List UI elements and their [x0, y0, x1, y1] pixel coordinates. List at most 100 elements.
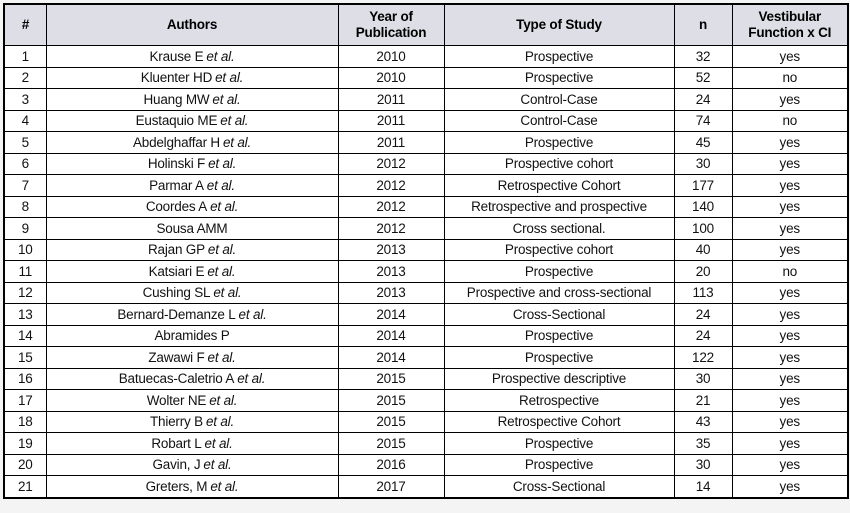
cell-study-type: Prospective: [443, 324, 675, 347]
author-name: Holinski F: [147, 156, 206, 171]
cell-study-type: Prospective: [443, 131, 675, 154]
cell-study-type: Prospective and cross-sectional: [443, 281, 675, 304]
cell-study-type: Prospective: [443, 346, 675, 369]
cell-vestibular: yes: [731, 152, 849, 175]
cell-year: 2011: [337, 88, 445, 111]
cell-year: 2014: [337, 324, 445, 347]
cell-year: 2015: [337, 389, 445, 412]
cell-year: 2015: [337, 410, 445, 433]
author-name: Katsiari E: [148, 263, 205, 279]
author-name: Cushing SL: [142, 285, 211, 300]
table-row: 17 Wolter NE et al. 2015 Retrospective 21 yes: [3, 389, 849, 412]
cell-vestibular: yes: [731, 174, 849, 197]
cell-vestibular: yes: [731, 432, 849, 455]
cell-year: 2015: [337, 432, 445, 455]
cell-year: 2016: [337, 453, 445, 476]
cell-index: 12: [3, 281, 47, 304]
author-etal: et al.: [210, 478, 239, 494]
author-etal: et al.: [208, 156, 237, 171]
cell-n: 24: [673, 324, 733, 347]
cell-vestibular: yes: [731, 389, 849, 412]
cell-index: 20: [3, 453, 47, 476]
cell-year: 2012: [337, 174, 445, 197]
author-name: Eustaquio ME: [135, 113, 218, 128]
header-row: # Authors Year of Publication Type of St…: [3, 3, 849, 46]
col-header-authors: Authors: [45, 3, 339, 46]
cell-vestibular: yes: [731, 410, 849, 433]
author-etal: et al.: [238, 306, 267, 322]
author-name: Gavin, J: [152, 457, 201, 472]
cell-index: 17: [3, 389, 47, 412]
cell-n: 43: [673, 410, 733, 433]
cell-n: 24: [673, 303, 733, 326]
cell-n: 122: [673, 346, 733, 369]
col-header-index: #: [3, 3, 47, 46]
cell-study-type: Prospective: [443, 432, 675, 455]
author-etal: et al.: [222, 134, 252, 150]
cell-authors: Huang MW et al.: [45, 88, 339, 111]
cell-study-type: Retrospective Cohort: [443, 174, 675, 197]
cell-n: 52: [673, 66, 733, 89]
cell-authors: Cushing SL et al.: [45, 281, 339, 304]
cell-index: 13: [3, 303, 47, 326]
cell-study-type: Cross sectional.: [443, 217, 675, 240]
cell-study-type: Prospective descriptive: [443, 367, 675, 390]
cell-n: 32: [673, 45, 733, 68]
author-etal: et al.: [207, 242, 236, 257]
cell-study-type: Retrospective and prospective: [443, 195, 675, 218]
cell-n: 21: [673, 389, 733, 412]
cell-vestibular: yes: [731, 475, 849, 498]
cell-n: 30: [673, 367, 733, 390]
author-etal: et al.: [215, 70, 244, 85]
cell-year: 2012: [337, 152, 445, 175]
table-row: 2 Kluenter HD et al. 2010 Prospective 52 no: [3, 66, 849, 89]
cell-n: 113: [673, 281, 733, 304]
cell-year: 2012: [337, 195, 445, 218]
author-etal: et al.: [203, 457, 232, 472]
cell-year: 2011: [337, 109, 445, 132]
cell-study-type: Prospective: [443, 66, 675, 89]
cell-index: 5: [3, 131, 47, 154]
cell-authors: Sousa AMM: [45, 217, 339, 240]
cell-study-type: Prospective cohort: [443, 238, 675, 261]
cell-n: 35: [673, 432, 733, 455]
author-etal: et al.: [204, 435, 233, 451]
cell-vestibular: yes: [731, 303, 849, 326]
cell-authors: Wolter NE et al.: [45, 389, 339, 412]
cell-n: 140: [673, 195, 733, 218]
cell-n: 20: [673, 260, 733, 283]
cell-authors: Kluenter HD et al.: [45, 66, 339, 89]
cell-year: 2015: [337, 367, 445, 390]
cell-vestibular: yes: [731, 238, 849, 261]
cell-vestibular: yes: [731, 324, 849, 347]
cell-study-type: Control-Case: [443, 88, 675, 111]
cell-index: 14: [3, 324, 47, 347]
table-row: 14 Abramides P 2014 Prospective 24 yes: [3, 324, 849, 347]
author-name: Wolter NE: [146, 392, 207, 408]
cell-year: 2014: [337, 346, 445, 369]
cell-n: 45: [673, 131, 733, 154]
cell-n: 40: [673, 238, 733, 261]
table-header: # Authors Year of Publication Type of St…: [3, 3, 849, 46]
cell-index: 21: [3, 475, 47, 498]
cell-year: 2012: [337, 217, 445, 240]
cell-vestibular: yes: [731, 281, 849, 304]
author-name: Coordes A: [145, 199, 208, 214]
cell-index: 10: [3, 238, 47, 261]
cell-vestibular: yes: [731, 131, 849, 154]
